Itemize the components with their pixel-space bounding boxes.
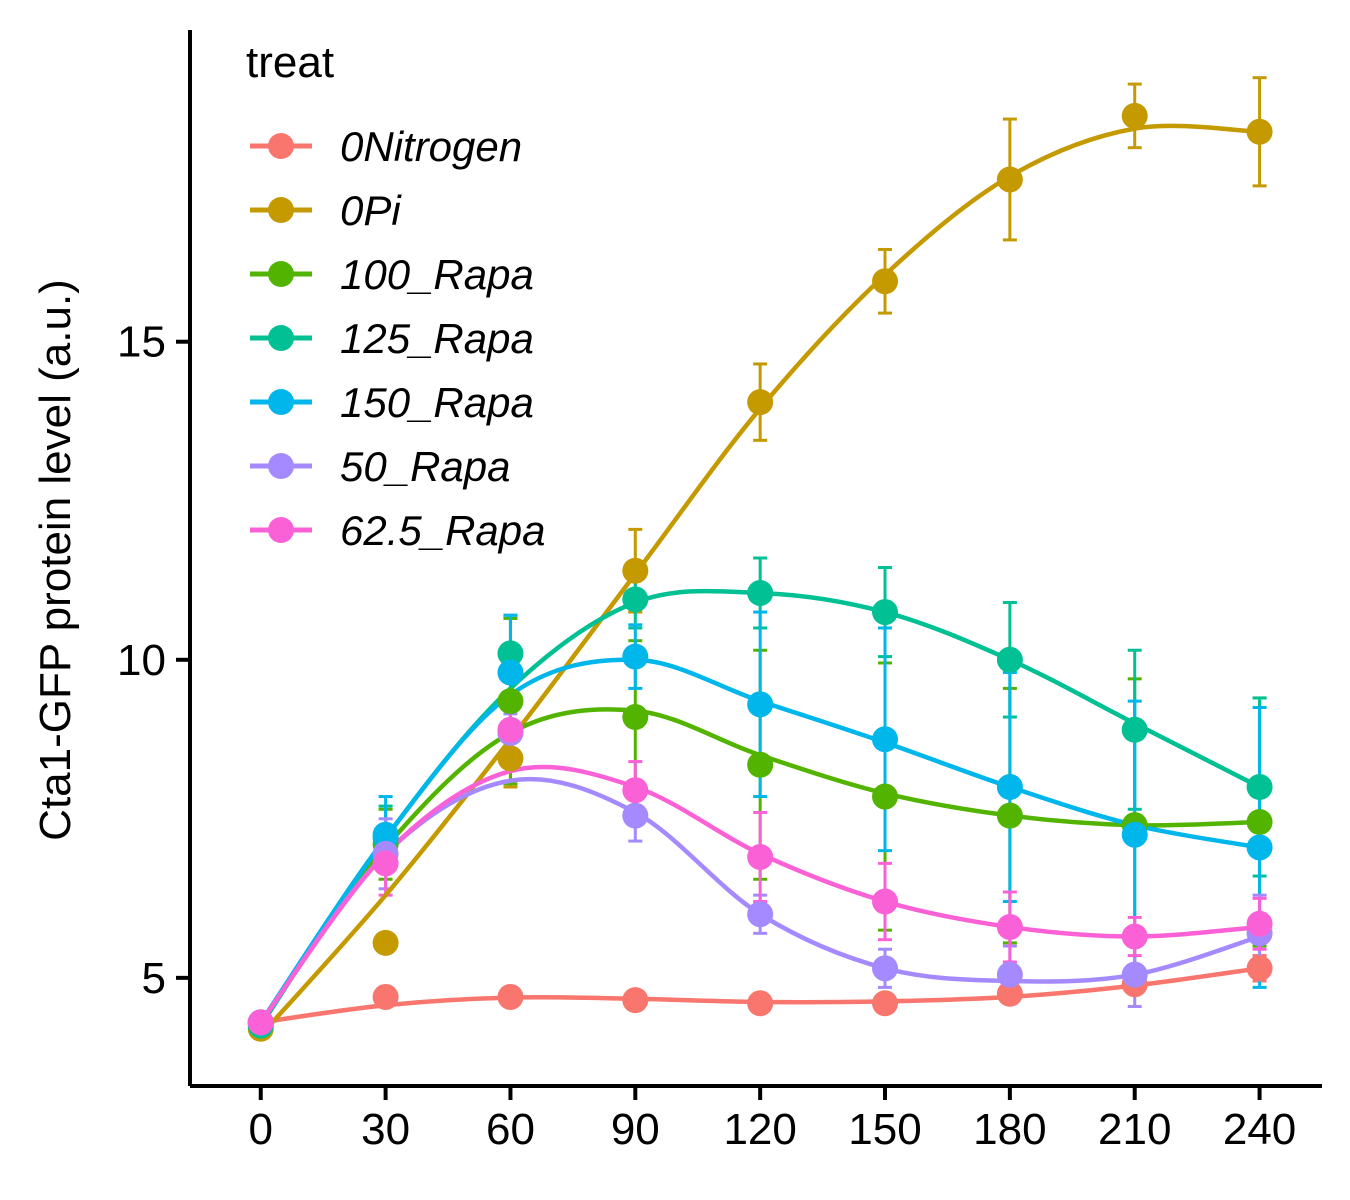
x-tick-label: 120	[723, 1105, 796, 1154]
y-tick-label: 10	[117, 636, 166, 685]
data-point-0pi	[1121, 102, 1148, 129]
legend-item-0pi: 0Pi	[250, 187, 402, 234]
data-point-125-rapa	[747, 579, 774, 606]
series-line-150-rapa	[258, 657, 1262, 1025]
data-point-0pi	[497, 745, 524, 772]
legend-item-0nitrogen: 0Nitrogen	[250, 123, 522, 170]
data-point-62-5-rapa	[372, 850, 399, 877]
data-point-150-rapa	[622, 643, 649, 670]
y-axis-title: Cta1-GFP protein level (a.u.)	[31, 279, 80, 841]
data-point-125-rapa	[622, 586, 649, 613]
data-point-150-rapa	[1121, 821, 1148, 848]
data-point-62-5-rapa	[622, 777, 649, 804]
data-point-150-rapa	[372, 821, 399, 848]
data-point-125-rapa	[1121, 716, 1148, 743]
y-axis-ticks: 5 10 15	[117, 318, 190, 1003]
data-point-0nitrogen	[1246, 955, 1273, 982]
axes: 0 30 60 90 120 150 180 210 240 5 10 15 Cta1-GFP pr…	[31, 30, 1322, 1154]
data-point-0pi	[872, 268, 899, 295]
data-point-50-rapa	[747, 901, 774, 928]
legend-items: 0Nitrogen 0Pi 100_Rapa 125_Rapa 150_Rapa 50_R…	[250, 123, 546, 554]
x-tick-label: 30	[361, 1105, 410, 1154]
legend-item-125-rapa: 125_Rapa	[250, 315, 534, 362]
data-point-62-5-rapa	[497, 716, 524, 743]
plot-area	[247, 76, 1273, 1042]
x-tick-label: 60	[486, 1105, 535, 1154]
legend-key-point	[268, 133, 294, 159]
legend-label: 50_Rapa	[340, 443, 510, 490]
x-tick-label: 240	[1223, 1105, 1296, 1154]
data-point-0nitrogen	[747, 990, 774, 1017]
legend-key-point	[268, 453, 294, 479]
data-point-62-5-rapa	[996, 913, 1023, 940]
data-point-0pi	[622, 557, 649, 584]
data-point-62-5-rapa	[872, 888, 899, 915]
x-tick-label: 210	[1098, 1105, 1171, 1154]
data-point-62-5-rapa	[747, 843, 774, 870]
legend-key-point	[268, 261, 294, 287]
data-point-0nitrogen	[497, 983, 524, 1010]
data-point-100-rapa	[622, 704, 649, 731]
legend-item-150-rapa: 150_Rapa	[250, 379, 534, 426]
series-line-100-rapa	[258, 707, 1262, 1025]
data-point-150-rapa	[1246, 834, 1273, 861]
legend-item-50-rapa: 50_Rapa	[250, 443, 510, 490]
legend-title: treat	[246, 38, 334, 87]
legend-label: 150_Rapa	[340, 379, 534, 426]
data-point-50-rapa	[996, 961, 1023, 988]
data-point-0pi	[1246, 118, 1273, 145]
data-point-100-rapa	[747, 751, 774, 778]
data-point-0pi	[747, 389, 774, 416]
series-line-62-5-rapa	[258, 764, 1262, 1025]
legend-item-62-5-rapa: 62.5_Rapa	[250, 507, 546, 554]
data-point-100-rapa	[1246, 809, 1273, 835]
legend-key-point	[268, 197, 294, 223]
legend-key-point	[268, 389, 294, 415]
data-point-50-rapa	[872, 955, 899, 982]
error-bars	[253, 76, 1267, 1037]
legend-label: 0Nitrogen	[340, 123, 522, 170]
data-point-125-rapa	[497, 640, 524, 667]
data-point-0nitrogen	[622, 987, 649, 1014]
x-tick-label: 180	[973, 1105, 1046, 1154]
legend-key-point	[268, 325, 294, 351]
legend-label: 0Pi	[340, 187, 402, 234]
legend-label: 100_Rapa	[340, 251, 534, 298]
data-point-150-rapa	[497, 659, 524, 686]
y-tick-label: 5	[142, 954, 166, 1003]
data-point-125-rapa	[872, 599, 899, 626]
x-tick-label: 150	[848, 1105, 921, 1154]
legend: treat 0Nitrogen 0Pi 100_Rapa 125_Rapa 150_Ra…	[246, 38, 546, 554]
data-point-0pi	[372, 929, 399, 956]
data-point-62-5-rapa	[1246, 910, 1273, 937]
legend-item-100-rapa: 100_Rapa	[250, 251, 534, 298]
data-point-50-rapa	[1121, 961, 1148, 988]
data-point-100-rapa	[996, 802, 1023, 829]
legend-label: 62.5_Rapa	[340, 507, 546, 554]
x-tick-label: 90	[611, 1105, 660, 1154]
data-point-62-5-rapa	[247, 1009, 274, 1036]
legend-label: 125_Rapa	[340, 315, 534, 362]
data-point-62-5-rapa	[1121, 923, 1148, 950]
x-tick-label: 0	[249, 1105, 273, 1154]
data-point-0nitrogen	[996, 980, 1023, 1007]
data-point-50-rapa	[622, 802, 649, 829]
data-point-125-rapa	[1246, 774, 1273, 801]
data-point-100-rapa	[497, 688, 524, 715]
data-point-0nitrogen	[872, 990, 899, 1017]
data-point-0pi	[996, 166, 1023, 193]
data-points	[247, 102, 1273, 1042]
data-point-100-rapa	[872, 783, 899, 810]
y-tick-label: 15	[117, 318, 166, 367]
x-axis-ticks: 0 30 60 90 120 150 180 210 240	[249, 1086, 1296, 1154]
data-point-150-rapa	[872, 726, 899, 753]
data-point-150-rapa	[996, 774, 1023, 801]
data-point-0nitrogen	[372, 983, 399, 1010]
data-point-150-rapa	[747, 691, 774, 718]
legend-key-point	[268, 517, 294, 543]
series-line-0pi	[258, 123, 1262, 1038]
data-point-125-rapa	[996, 646, 1023, 673]
